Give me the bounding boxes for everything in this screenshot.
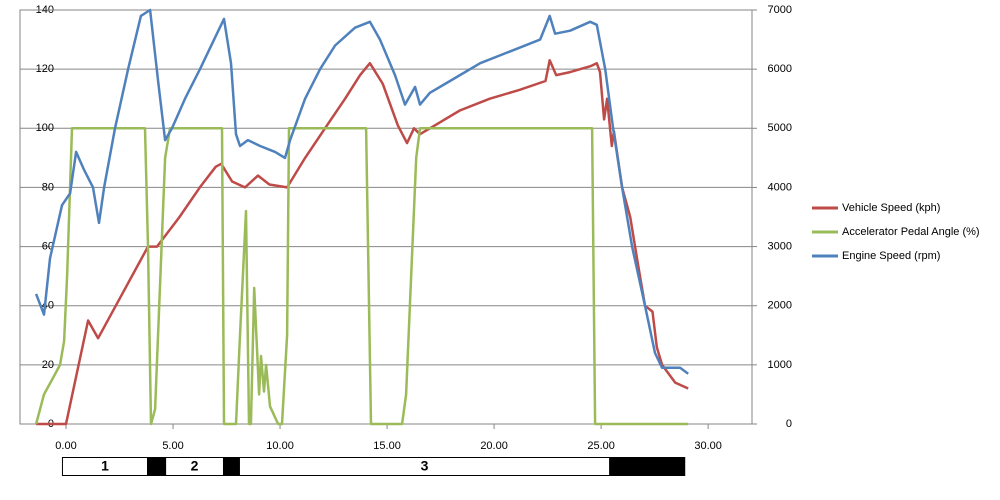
phase-label: 3 bbox=[421, 458, 429, 474]
x-tick-label: 20.00 bbox=[480, 440, 508, 452]
x-tick-label: 0.00 bbox=[55, 440, 76, 452]
series-line bbox=[34, 8, 689, 375]
x-tick-label: 25.00 bbox=[587, 440, 615, 452]
phase-label: 1 bbox=[101, 458, 109, 474]
x-tick-label: 30.00 bbox=[694, 440, 722, 452]
phase-segment bbox=[166, 458, 223, 475]
y-tick-label: 20 bbox=[42, 359, 54, 371]
y-tick-label: 100 bbox=[36, 122, 54, 134]
y-tick-label: 120 bbox=[36, 63, 54, 75]
phase-segment bbox=[239, 458, 610, 475]
y-tick-label: 80 bbox=[42, 181, 54, 193]
legend-label: Vehicle Speed (kph) bbox=[842, 202, 940, 214]
y2-tick-label: 3000 bbox=[768, 240, 792, 252]
y2-tick-label: 7000 bbox=[768, 4, 792, 16]
y2-tick-label: 0 bbox=[786, 418, 792, 430]
y2-tick-label: 2000 bbox=[768, 300, 792, 312]
legend-label: Accelerator Pedal Angle (%) bbox=[842, 226, 980, 238]
phase-label: 2 bbox=[191, 458, 199, 474]
x-tick-label: 5.00 bbox=[162, 440, 183, 452]
series-line bbox=[34, 127, 689, 426]
x-tick-label: 10.00 bbox=[266, 440, 294, 452]
y2-tick-label: 1000 bbox=[768, 359, 792, 371]
x-tick-label: 15.00 bbox=[373, 440, 401, 452]
y2-tick-label: 6000 bbox=[768, 63, 792, 75]
legend-label: Engine Speed (rpm) bbox=[842, 250, 940, 262]
plot-border bbox=[19, 9, 753, 425]
series-line bbox=[36, 59, 689, 426]
y2-tick-label: 5000 bbox=[768, 122, 792, 134]
phase-segment bbox=[62, 458, 147, 475]
y2-tick-label: 4000 bbox=[768, 181, 792, 193]
